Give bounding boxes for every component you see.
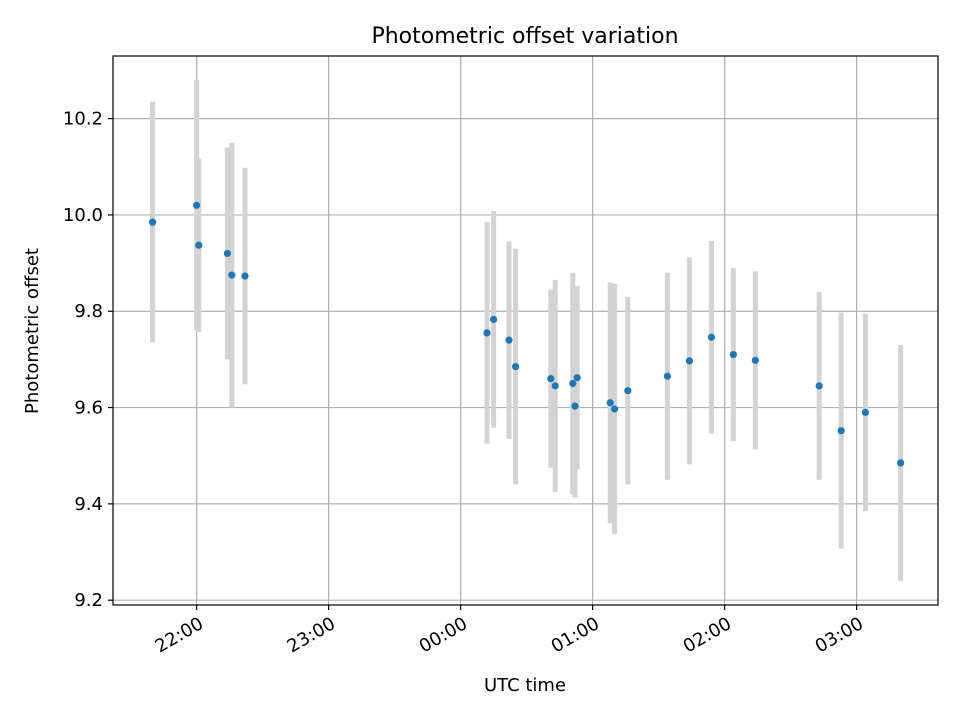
data-point [611,405,619,413]
data-points [149,201,905,467]
data-point [505,336,513,344]
y-tick-label: 9.8 [74,301,103,322]
data-point [511,363,520,371]
y-axis-label: Photometric offset [22,248,43,414]
data-point [149,218,157,226]
grid-lines [113,56,938,605]
x-axis-label: UTC time [484,675,566,696]
data-point [571,402,579,410]
data-point [685,357,694,365]
data-point [606,399,614,407]
data-point [837,427,845,435]
data-point [897,459,905,467]
y-tick-label: 9.2 [74,590,103,611]
data-point [241,272,249,280]
y-tick-label: 10.2 [63,109,103,130]
y-axis-ticks: 9.2 9.4 9.6 9.8 10.0 10.2 [63,109,113,611]
y-tick-label: 10.0 [63,205,103,226]
chart-title: Photometric offset variation [371,24,678,49]
data-point [195,241,203,249]
data-point [490,315,498,324]
data-point [707,333,716,341]
data-point [751,356,760,364]
data-point [483,329,491,337]
data-point [624,387,632,395]
data-point [729,350,738,359]
data-point [193,201,201,209]
data-point [547,375,555,383]
y-tick-label: 9.4 [74,494,103,515]
data-point [551,382,559,390]
plot-frame [112,55,939,606]
data-point [663,372,672,380]
data-point [223,249,231,258]
data-point [228,271,236,279]
data-point [861,408,870,416]
y-tick-label: 9.6 [74,398,103,419]
data-point [815,382,823,390]
data-point [573,374,581,382]
data-point [569,379,577,388]
